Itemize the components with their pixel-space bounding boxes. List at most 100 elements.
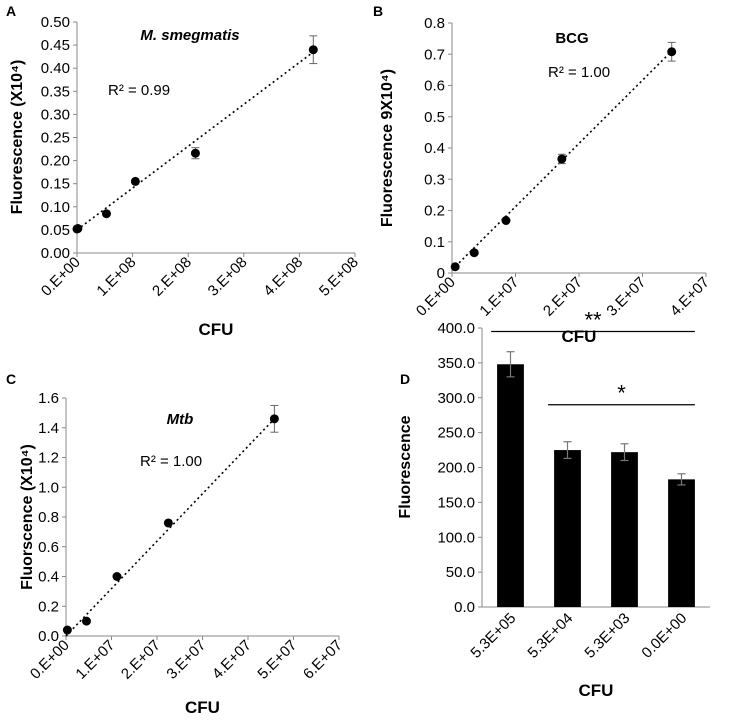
y-tick-label: 0.40 (41, 60, 70, 77)
x-tick-label: 1.E+08 (93, 254, 139, 300)
x-tick-label: 2.E+07 (540, 274, 586, 320)
x-tick-label: 1.E+07 (476, 274, 522, 320)
data-point (130, 176, 140, 186)
y-tick-label: 0.0 (38, 628, 59, 645)
panel-letter-b: B (373, 3, 383, 19)
bar (554, 450, 581, 607)
data-point (450, 262, 460, 272)
panel-d-chart: 0.0 50.0 100.0 150.0 200.0 250.0 300.0 350.0 400… (397, 307, 710, 700)
panel-c-chart: 0.00.20.40.60.81.01.21.41.60.E+00 1.E+07 2… (19, 390, 346, 717)
y-tick-label: 0.6 (424, 78, 445, 95)
y-tick-label: 0.05 (41, 222, 70, 239)
y-tick-label: 0.3 (424, 171, 445, 188)
y-tick-label: 0.45 (41, 37, 70, 54)
y-tick-label: 0.30 (41, 106, 70, 123)
data-point (101, 209, 111, 219)
x-axis-title: CFU (579, 681, 614, 700)
chart-title: BCG (555, 30, 588, 47)
y-tick-label: 300.0 (437, 390, 475, 407)
x-tick-label: 0.0E+00 (638, 610, 690, 662)
y-tick-label: 100.0 (437, 529, 475, 546)
y-tick-label: 0 (437, 265, 445, 282)
data-point (308, 45, 318, 55)
panel-letter-d: D (400, 371, 410, 387)
y-tick-label: 200.0 (437, 460, 475, 477)
data-point (667, 47, 677, 57)
panel-letter-c: C (6, 371, 16, 387)
x-tick-label: 2.E+07 (118, 637, 164, 683)
bar (497, 364, 524, 607)
y-tick-label: 0.00 (41, 245, 70, 262)
x-tick-label: 6.E+07 (300, 637, 346, 683)
x-tick-label: 3.E+08 (205, 254, 251, 300)
trendline (65, 418, 275, 637)
y-tick-label: 1.2 (38, 450, 59, 467)
x-axis-title: CFU (185, 698, 220, 717)
y-tick-label: 0.8 (38, 509, 59, 526)
y-tick-label: 0.7 (424, 46, 445, 63)
y-tick-label: 1.4 (38, 420, 59, 437)
x-tick-label: 4.E+07 (667, 274, 713, 320)
data-point (73, 224, 83, 234)
x-tick-label: 4.E+08 (260, 254, 306, 300)
y-tick-label: 0.15 (41, 176, 70, 193)
x-tick-label: 5.3E+03 (581, 610, 633, 662)
data-point (112, 572, 122, 581)
x-axis-title: CFU (199, 320, 234, 339)
x-tick-label: 2.E+08 (149, 254, 195, 300)
y-tick-label: 0.35 (41, 83, 70, 100)
y-tick-label: 0.2 (424, 203, 445, 220)
y-tick-label: 400.0 (437, 320, 475, 337)
significance-label: * (617, 381, 626, 406)
y-tick-label: 0.5 (424, 109, 445, 126)
y-tick-label: 0.10 (41, 199, 70, 216)
y-tick-label: 0.4 (38, 569, 59, 586)
y-tick-label: 0.2 (38, 598, 59, 615)
y-tick-label: 0.20 (41, 153, 70, 170)
x-tick-label: 5.3E+05 (467, 610, 519, 662)
x-tick-label: 3.E+07 (163, 637, 209, 683)
x-tick-label: 3.E+07 (603, 274, 649, 320)
y-axis-title: Fluorescence (X10⁴) (9, 60, 26, 215)
y-tick-label: 0.50 (41, 14, 70, 31)
y-axis-title: Fluorescence 9X10⁴) (379, 69, 396, 227)
x-tick-label: 5.3E+04 (524, 610, 576, 662)
y-tick-label: 50.0 (446, 564, 475, 581)
y-tick-label: 0.8 (424, 15, 445, 32)
y-tick-label: 0.1 (424, 234, 445, 251)
r-squared-annotation: R² = 1.00 (548, 64, 610, 81)
panel-b-chart: 00.10.20.30.40.50.60.70.80.E+00 1.E+07 2.E… (379, 15, 713, 346)
data-point (557, 154, 567, 164)
data-point (81, 616, 91, 626)
x-tick-label: 1.E+07 (72, 637, 118, 683)
y-tick-label: 1.6 (38, 390, 59, 407)
panel-letter-a: A (6, 3, 16, 19)
data-point (163, 518, 173, 528)
y-tick-label: 0.4 (424, 140, 445, 157)
y-tick-label: 0.6 (38, 539, 59, 556)
x-tick-label: 5.E+07 (254, 637, 300, 683)
data-point (501, 216, 511, 225)
data-point (62, 625, 72, 635)
y-tick-label: 0.25 (41, 130, 70, 147)
x-tick-label: 5.E+08 (316, 254, 362, 300)
r-squared-annotation: R² = 0.99 (108, 82, 170, 99)
y-axis-title: Fluorescence (397, 415, 414, 518)
y-axis-title: Fluorscence (X10⁴) (19, 444, 36, 590)
data-point (469, 248, 479, 258)
y-tick-label: 150.0 (437, 494, 475, 511)
r-squared-annotation: R² = 1.00 (140, 453, 202, 470)
y-tick-label: 250.0 (437, 425, 475, 442)
panel-a-chart: 0.00 0.05 0.10 0.15 0.20 0.25 0.30 0.35 0.40 0.45… (9, 14, 362, 339)
data-point (190, 148, 200, 158)
y-tick-label: 350.0 (437, 355, 475, 372)
chart-title: M. smegmatis (140, 27, 239, 44)
y-tick-label: 1.0 (38, 479, 59, 496)
bar (668, 479, 695, 607)
data-point (269, 414, 279, 424)
chart-title: Mtb (167, 411, 194, 428)
bar (611, 452, 638, 607)
y-tick-label: 0.0 (454, 599, 475, 616)
x-tick-label: 4.E+07 (209, 637, 255, 683)
significance-label: ** (584, 307, 602, 332)
